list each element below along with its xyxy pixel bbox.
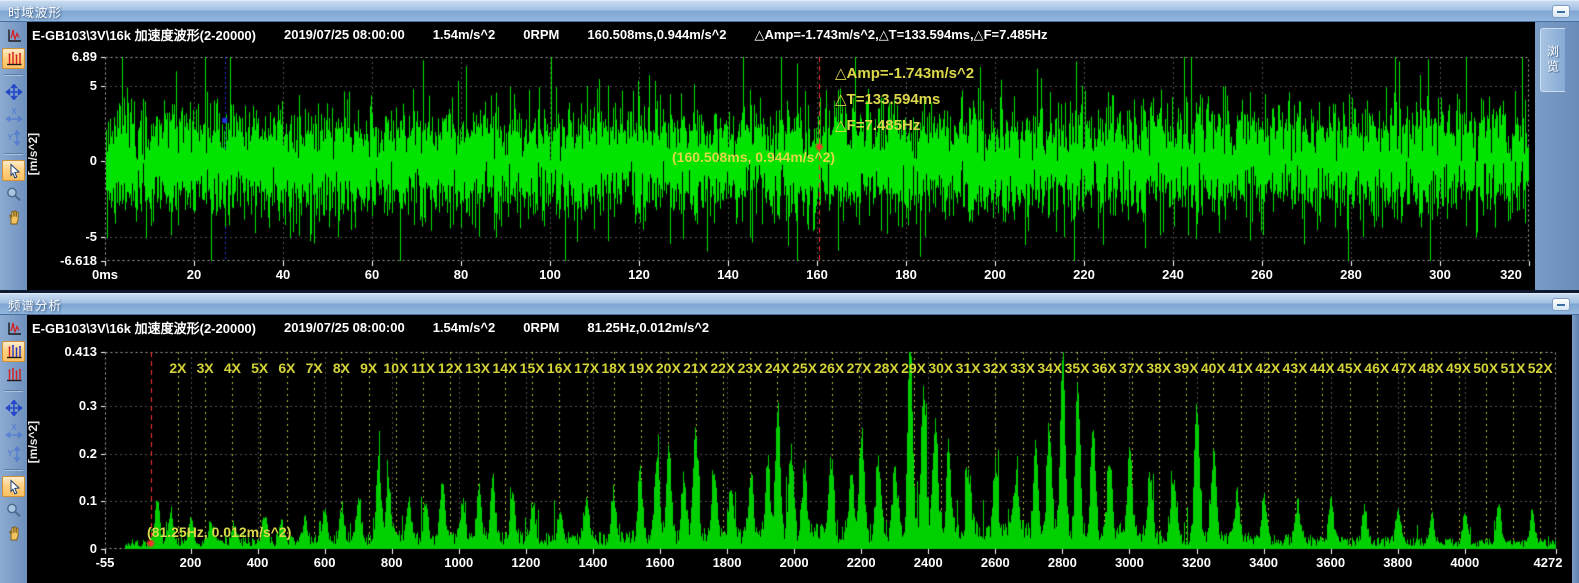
toolbar-separator: [4, 74, 23, 76]
cursor-readout: 160.508ms,0.944m/s^2: [587, 27, 726, 42]
magnifier-icon[interactable]: [2, 183, 25, 204]
svg-text:X: X: [11, 423, 17, 432]
svg-text:Y: Y: [7, 449, 13, 458]
y-scale-icon[interactable]: Y: [2, 443, 25, 464]
cursor-readout: 81.25Hz,0.012m/s^2: [587, 320, 709, 335]
move-icon[interactable]: [2, 397, 25, 418]
hand-icon[interactable]: [2, 522, 25, 543]
panel-right-edge: [1572, 315, 1579, 583]
rpm-value: 0RPM: [523, 27, 559, 42]
time-waveform-icon[interactable]: [2, 25, 25, 46]
spectrum-canvas[interactable]: [27, 340, 1572, 583]
y-axis-unit-label: [m/s^2]: [27, 124, 40, 184]
rms-value: 1.54m/s^2: [433, 27, 496, 42]
toolbar-separator: [4, 153, 23, 155]
panel-time-title: 时域波形: [8, 2, 62, 21]
panel-spectrum-title: 频谱分析: [8, 295, 62, 314]
x-scale-icon[interactable]: X: [2, 420, 25, 441]
time-waveform-chart: △Amp=-1.743m/s^2 △T=133.594ms △F=7.485Hz…: [27, 47, 1535, 290]
panel-spectrum-toolbar: XY: [0, 315, 27, 583]
toolbar-separator: [4, 390, 23, 392]
browse-dock-tab-label: 浏览: [1545, 45, 1562, 75]
move-icon[interactable]: [2, 81, 25, 102]
panel-time-header: E-GB103\3V\16k 加速度波形(2-20000) 2019/07/25…: [27, 22, 1535, 47]
rpm-value: 0RPM: [523, 320, 559, 335]
magnifier-icon[interactable]: [2, 499, 25, 520]
svg-text:X: X: [11, 107, 17, 116]
spectrum-icon[interactable]: [2, 364, 25, 385]
panel-time-main: E-GB103\3V\16k 加速度波形(2-20000) 2019/07/25…: [27, 22, 1535, 290]
y-scale-icon[interactable]: Y: [2, 127, 25, 148]
harmonic-spectrum-icon[interactable]: [2, 341, 25, 362]
y-axis-unit-label: [m/s^2]: [27, 412, 40, 472]
spectrum-chart: (81.25Hz, 0.012m/s^2) [m/s^2] -552004006…: [27, 340, 1572, 583]
panel-spectrum: 频谱分析 XY E-GB103\3V\16k 加速度波形(2-20000) 20…: [0, 293, 1579, 583]
spectrum-icon[interactable]: [2, 48, 25, 69]
minimize-button[interactable]: [1552, 5, 1570, 18]
delta-readout: △Amp=-1.743m/s^2,△T=133.594ms,△F=7.485Hz: [755, 27, 1048, 43]
panel-time-toolbar: XY: [0, 22, 27, 290]
hand-icon[interactable]: [2, 206, 25, 227]
channel-name: E-GB103\3V\16k 加速度波形(2-20000): [32, 318, 256, 337]
channel-name: E-GB103\3V\16k 加速度波形(2-20000): [32, 25, 256, 44]
svg-text:Y: Y: [7, 133, 13, 142]
time-waveform-icon[interactable]: [2, 318, 25, 339]
timestamp: 2019/07/25 08:00:00: [284, 320, 405, 335]
panel-spectrum-main: E-GB103\3V\16k 加速度波形(2-20000) 2019/07/25…: [27, 315, 1572, 583]
panel-spectrum-titlebar[interactable]: 频谱分析: [0, 293, 1579, 315]
timestamp: 2019/07/25 08:00:00: [284, 27, 405, 42]
toolbar-separator: [4, 469, 23, 471]
panel-time-titlebar[interactable]: 时域波形: [0, 0, 1579, 22]
minimize-button[interactable]: [1552, 298, 1570, 311]
panel-spectrum-header: E-GB103\3V\16k 加速度波形(2-20000) 2019/07/25…: [27, 315, 1572, 340]
panel-time-waveform: 时域波形 XY E-GB103\3V\16k 加速度波形(2-20000) 20…: [0, 0, 1579, 290]
browse-dock-tab[interactable]: 浏览: [1540, 28, 1565, 92]
dock-strip: 浏览: [1535, 22, 1579, 290]
x-scale-icon[interactable]: X: [2, 104, 25, 125]
rms-value: 1.54m/s^2: [433, 320, 496, 335]
vibration-analysis-app: 时域波形 XY E-GB103\3V\16k 加速度波形(2-20000) 20…: [0, 0, 1579, 583]
cursor-icon[interactable]: [2, 160, 25, 181]
cursor-icon[interactable]: [2, 476, 25, 497]
time-waveform-canvas[interactable]: [27, 47, 1535, 290]
